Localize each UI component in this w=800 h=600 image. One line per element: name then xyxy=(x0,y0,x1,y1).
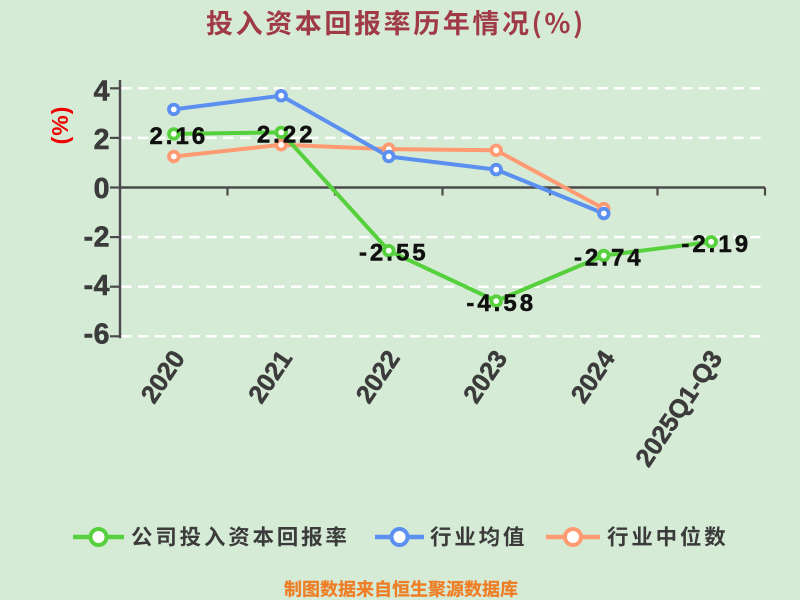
svg-text:4: 4 xyxy=(94,76,110,108)
svg-text:-2: -2 xyxy=(84,221,110,253)
svg-text:-4: -4 xyxy=(84,270,110,302)
svg-text:-6: -6 xyxy=(84,319,110,351)
svg-text:-2.55: -2.55 xyxy=(359,240,429,267)
svg-text:2: 2 xyxy=(94,124,110,156)
svg-text:0: 0 xyxy=(94,173,110,205)
svg-text:-4.58: -4.58 xyxy=(466,290,536,317)
svg-text:-2.19: -2.19 xyxy=(681,231,751,258)
svg-text:(%): (%) xyxy=(47,106,73,145)
svg-text:2.22: 2.22 xyxy=(257,121,316,148)
svg-text:2.16: 2.16 xyxy=(149,123,208,150)
svg-text:-2.74: -2.74 xyxy=(574,245,644,272)
